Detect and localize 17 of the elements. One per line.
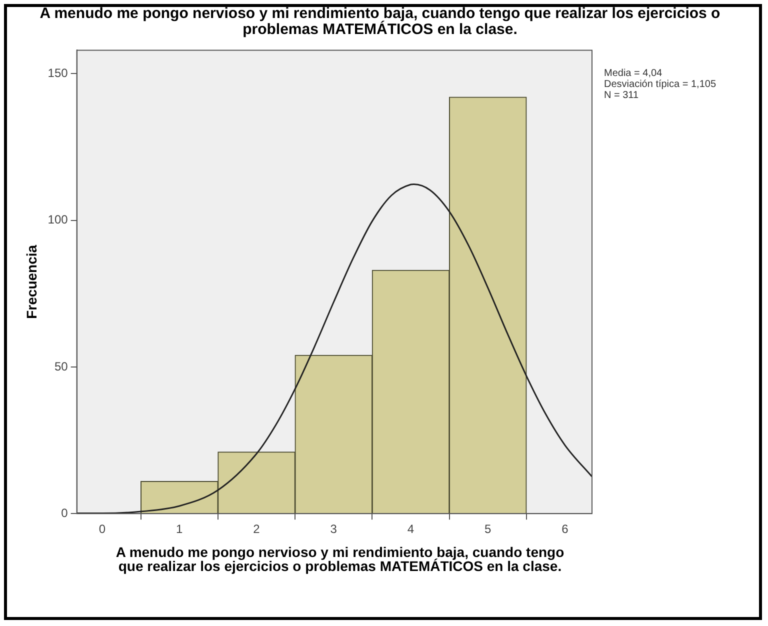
text: N = 311	[604, 90, 639, 101]
x-tick-label: 5	[484, 522, 492, 536]
x-tick-label: 4	[407, 522, 414, 536]
y-tick-label: 150	[48, 66, 68, 80]
y-axis-title: Frecuencia	[23, 244, 40, 319]
text: Desviación típica = 1,105	[604, 78, 716, 90]
x-tick-label: 2	[253, 522, 260, 536]
y-tick-label: 50	[54, 359, 68, 374]
x-tick-label: 3	[330, 522, 338, 536]
text: Media = 4,04	[604, 68, 663, 79]
y-tick-label: 100	[48, 212, 68, 227]
x-tick-label: 0	[98, 522, 106, 536]
x-axis-title: A menudo me pongo nervioso y mi rendimiento baja, cuando tengo que realizar los ejercicios o problemas MATEMÁTICOS en la clase.	[114, 544, 566, 574]
x-tick-label: 1	[176, 522, 184, 536]
x-tick-label: 6	[562, 522, 569, 536]
y-tick-label: 0	[61, 506, 68, 520]
chart-title: A menudo me pongo nervioso y mi rendimiento baja, cuando tengo que realizar los ejercicios o problemas MATEMÁTICOS en la clase.	[38, 5, 722, 38]
